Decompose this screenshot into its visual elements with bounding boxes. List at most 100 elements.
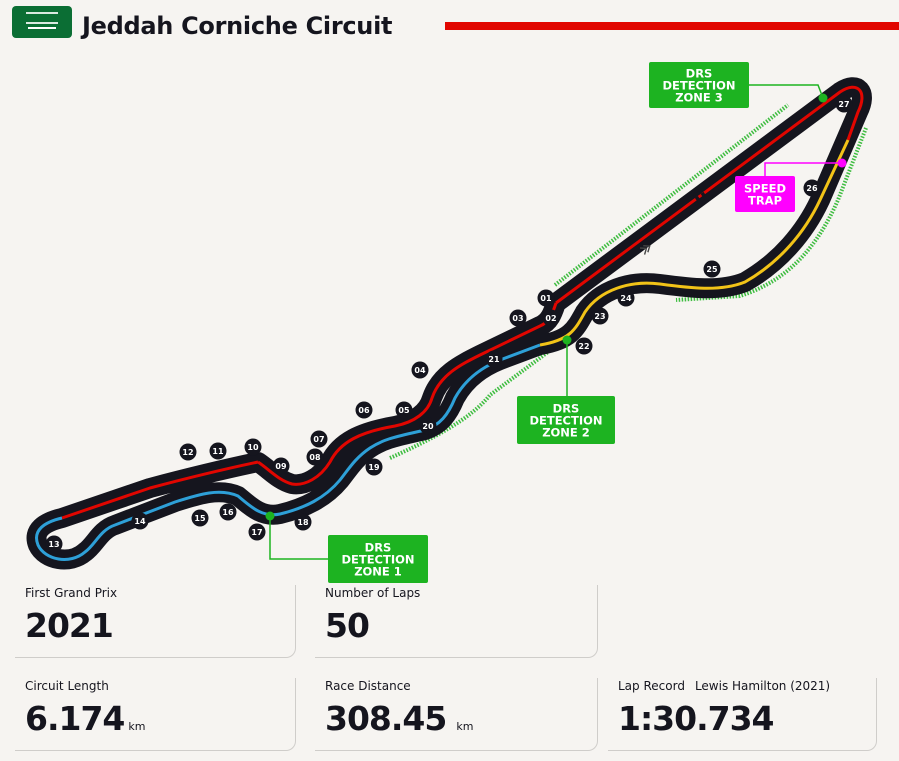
stat-label: Race Distance: [325, 679, 411, 693]
drs-detection-zone-1-callout-leader-line: [269, 516, 328, 560]
stat-first-grand-prix: First Grand Prix 2021: [25, 586, 117, 645]
stat-value-row: 308.45 km: [325, 699, 473, 738]
drs-detection-zone-1-callout-label: DRS: [365, 541, 392, 555]
turn-marker: 15: [191, 509, 209, 527]
turn-number: 20: [422, 422, 434, 431]
sector-1-line: [555, 85, 864, 305]
drs-detection-zone-2-callout-label: DRS: [553, 402, 580, 416]
drs-detection-zone-3-callout-label: DRS: [686, 67, 713, 81]
turn-number: 21: [488, 355, 500, 364]
stat-frame: [15, 585, 296, 658]
drs-zone-line: [553, 103, 790, 287]
speed-trap-callout-label: TRAP: [748, 194, 782, 208]
turn-marker: 24: [617, 289, 635, 307]
stat-label: Circuit Length: [25, 679, 109, 693]
turn-marker: 26: [803, 179, 821, 197]
turn-number: 05: [398, 406, 410, 415]
stat-value: 1:30.734: [618, 699, 775, 738]
turn-marker: 13: [45, 535, 63, 553]
turn-number: 24: [620, 294, 632, 303]
stat-label: First Grand Prix: [25, 586, 118, 600]
stat-unit: km: [128, 720, 146, 733]
turn-number: 11: [212, 447, 224, 456]
stat-label: Lap Record: [618, 679, 685, 693]
turn-number: 03: [512, 314, 523, 323]
drs-zone-line: [389, 350, 550, 460]
sector-3-line: [539, 139, 850, 347]
sector-1-line: [257, 302, 558, 486]
drs-detection-zone-2-callout-label: ZONE 2: [542, 426, 590, 440]
turn-number: 01: [540, 294, 552, 303]
saudi-arabia-flag-icon: [12, 6, 72, 38]
turn-marker: 27: [835, 95, 853, 113]
turn-marker: 14: [131, 512, 149, 530]
turn-number: 27: [838, 100, 849, 109]
stat-frame: [608, 678, 877, 751]
stat-value: 2021: [25, 606, 114, 645]
turn-number: 02: [545, 314, 556, 323]
turn-marker: 06: [355, 401, 373, 419]
turn-number: 26: [806, 184, 818, 193]
turn-number: 13: [48, 540, 59, 549]
turn-marker: 22: [575, 337, 593, 355]
turn-number: 15: [194, 514, 206, 523]
stat-lap-record: Lap Record Lewis Hamilton (2021) 1:30.734: [618, 679, 830, 738]
turn-marker: 09: [272, 457, 290, 475]
drs-detection-zone-3-callout-label: DETECTION: [662, 79, 735, 93]
page-title: Jeddah Corniche Circuit: [82, 12, 393, 40]
turn-number: 10: [247, 443, 259, 452]
stat-frame: [315, 678, 598, 751]
turn-marker: 04: [411, 361, 429, 379]
drs-detection-zone-1-callout-label: ZONE 1: [354, 565, 402, 579]
stat-value: 50: [325, 606, 370, 645]
turn-number: 12: [182, 448, 193, 457]
stat-frame: [315, 585, 598, 658]
stat-unit: km: [456, 720, 474, 733]
drs-detection-zone-3-callout-marker: [818, 93, 828, 103]
turn-marker: 25: [703, 260, 721, 278]
drs-zone-line: [675, 127, 868, 302]
turn-marker: 16: [219, 503, 237, 521]
turn-number: 23: [594, 312, 605, 321]
stat-label-row: Lap Record Lewis Hamilton (2021): [618, 679, 830, 693]
stat-value: 6.174: [25, 699, 125, 738]
turn-marker: 10: [244, 438, 262, 456]
turn-marker: 05: [395, 401, 413, 419]
sector-1-line: [61, 460, 259, 520]
speed-trap-callout-label: SPEED: [744, 182, 786, 196]
turn-marker: 07: [310, 430, 328, 448]
turn-number: 09: [275, 462, 287, 471]
header: Jeddah Corniche Circuit: [0, 0, 899, 50]
turn-number: 25: [706, 265, 718, 274]
stat-value-row: 6.174 km: [25, 699, 145, 738]
turn-number: 19: [368, 463, 380, 472]
chequered-flag-icon: [690, 190, 706, 206]
start-direction-chevrons-icon: [639, 245, 651, 255]
turn-number: 04: [414, 366, 426, 375]
stat-frame: [15, 678, 296, 751]
turn-number: 18: [297, 518, 309, 527]
stat-number-of-laps: Number of Laps 50: [325, 586, 420, 645]
drs-detection-zone-3-callout-label: ZONE 3: [675, 91, 723, 105]
turn-number: 14: [134, 517, 146, 526]
stat-circuit-length: Circuit Length 6.174 km: [25, 679, 145, 738]
turn-marker: 17: [248, 523, 266, 541]
drs-detection-zone-3-callout-leader-line: [749, 84, 824, 99]
turn-number: 08: [309, 453, 321, 462]
turn-marker: 03: [509, 309, 527, 327]
stat-value: 308.45: [325, 699, 447, 738]
turn-marker: 01: [537, 289, 555, 307]
turn-number: 06: [358, 406, 370, 415]
track-outline: [26, 77, 872, 570]
sector-2-line: [35, 343, 541, 561]
turn-marker: 19: [365, 458, 383, 476]
turn-number: 16: [222, 508, 234, 517]
title-accent-bar: [445, 22, 899, 30]
turn-marker: 02: [542, 309, 560, 327]
turn-number: 07: [313, 435, 324, 444]
turn-marker: 21: [485, 350, 503, 368]
speed-trap-callout-marker: [837, 158, 847, 168]
turn-marker: 18: [294, 513, 312, 531]
